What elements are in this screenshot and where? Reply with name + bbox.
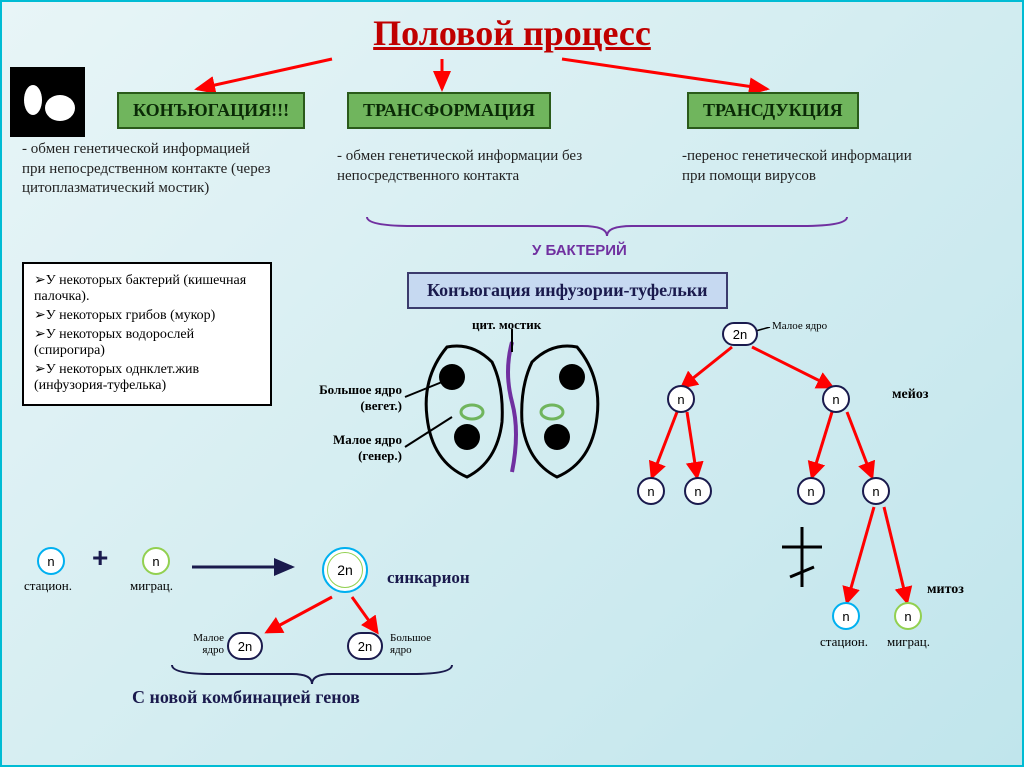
example-item: ➢У некоторых однклет.жив (инфузория-туфе… bbox=[34, 361, 260, 394]
big-nucleus-label: Большое ядро (вегет.) bbox=[297, 382, 402, 414]
desc-conjugation: - обмен генетической информацией при неп… bbox=[22, 140, 272, 199]
transformation-box: ТРАНСФОРМАЦИЯ bbox=[347, 92, 551, 129]
cit-bridge-label: цит. мостик bbox=[472, 317, 541, 333]
node-n-green: n bbox=[894, 602, 922, 630]
transduction-box: ТРАНСДУКЦИЯ bbox=[687, 92, 859, 129]
bracket-icon bbox=[362, 214, 852, 239]
node-n: n bbox=[862, 477, 890, 505]
synkaryon-node: 2n bbox=[322, 547, 368, 593]
bacteria-label: У БАКТЕРИЙ bbox=[532, 242, 627, 259]
example-item: ➢У некоторых грибов (мукор) bbox=[34, 307, 260, 324]
example-item: ➢У некоторых водорослей (спирогира) bbox=[34, 326, 260, 359]
node-n-stacion: n bbox=[37, 547, 65, 575]
node-n-migrac: n bbox=[142, 547, 170, 575]
big-core-label: Большое ядро bbox=[390, 632, 445, 656]
paramecium-diagram bbox=[412, 332, 612, 492]
cross-icon bbox=[772, 522, 832, 592]
migrac-label2: миграц. bbox=[130, 578, 173, 594]
bottom-bracket-icon bbox=[162, 662, 462, 687]
node-2n: 2n bbox=[722, 322, 758, 346]
small-core-label: Малое ядро bbox=[182, 632, 224, 656]
node-n-cyan: n bbox=[832, 602, 860, 630]
final-label: С новой комбинацией генов bbox=[132, 687, 360, 708]
migrac-label: миграц. bbox=[887, 634, 930, 650]
arrow-long-icon bbox=[192, 557, 302, 577]
stacion-label2: стацион. bbox=[24, 578, 72, 594]
main-title: Половой процесс bbox=[373, 12, 651, 54]
node-n: n bbox=[797, 477, 825, 505]
node-2n-small: 2n bbox=[227, 632, 263, 660]
mitosis-label: митоз bbox=[927, 582, 964, 598]
conjugation-infusoria-box: Конъюгация инфузории-туфельки bbox=[407, 272, 728, 309]
node-n: n bbox=[637, 477, 665, 505]
node-n: n bbox=[667, 385, 695, 413]
example-item: ➢У некоторых бактерий (кишечная палочка)… bbox=[34, 272, 260, 305]
node-2n-big: 2n bbox=[347, 632, 383, 660]
desc-transduction: -перенос генетической информации при пом… bbox=[682, 147, 912, 186]
node-n: n bbox=[822, 385, 850, 413]
synkaryon-label: синкарион bbox=[387, 568, 470, 588]
title-arrows bbox=[2, 54, 1024, 96]
desc-transformation: - обмен генетической информации без непо… bbox=[337, 147, 587, 186]
plus-icon: + bbox=[92, 542, 108, 574]
small-nucleus-label: Малое ядро (генер.) bbox=[297, 432, 402, 464]
meiosis-label: мейоз bbox=[892, 387, 928, 403]
meiosis-tree: 2n n n n n n n n n bbox=[622, 327, 952, 647]
examples-box: ➢У некоторых бактерий (кишечная палочка)… bbox=[22, 262, 272, 406]
microscopy-image bbox=[10, 67, 85, 137]
node-n: n bbox=[684, 477, 712, 505]
stacion-label: стацион. bbox=[820, 634, 868, 650]
conjugation-box: КОНЪЮГАЦИЯ!!! bbox=[117, 92, 305, 129]
